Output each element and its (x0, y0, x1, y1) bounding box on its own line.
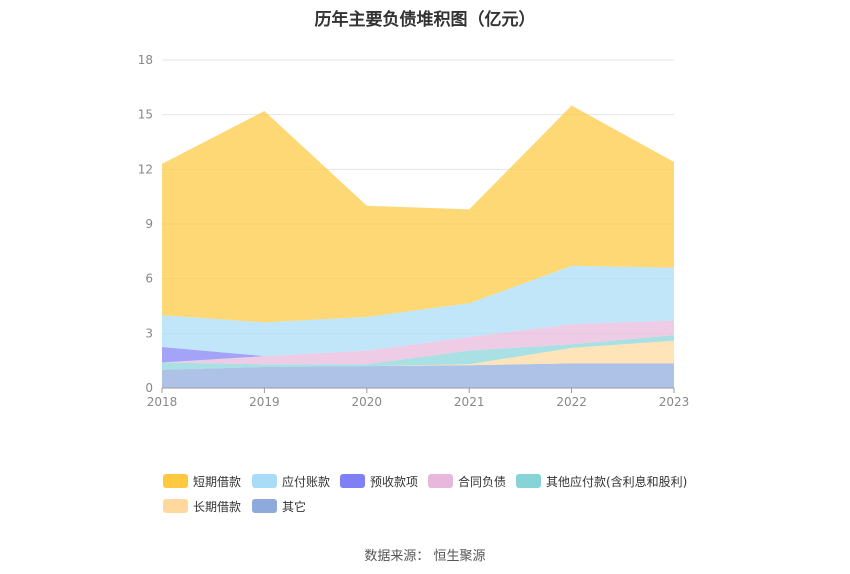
area-series-预收款项 (162, 320, 674, 363)
legend-swatch (340, 474, 365, 488)
legend-item[interactable]: 长期借款 (163, 497, 241, 515)
area-series-其它 (162, 363, 674, 388)
legend-swatch (428, 474, 453, 488)
legend-swatch (163, 499, 188, 513)
legend-item[interactable]: 预收款项 (340, 472, 418, 490)
legend-label: 短期借款 (193, 474, 242, 489)
legend-label: 预收款项 (370, 474, 419, 489)
area-series-其他应付款(含利息和股利) (162, 335, 674, 370)
legend-label: 应付账款 (282, 474, 331, 489)
y-tick-label: 9 (145, 217, 153, 231)
x-tick-label: 2023 (659, 395, 690, 409)
x-tick-label: 2020 (352, 395, 383, 409)
legend-swatch (516, 474, 541, 488)
y-tick-label: 12 (138, 162, 153, 176)
x-tick-label: 2022 (556, 395, 587, 409)
y-tick-label: 3 (145, 326, 153, 340)
area-series-短期借款 (162, 105, 674, 323)
legend-label: 其它 (282, 499, 307, 514)
x-tick-label: 2018 (147, 395, 178, 409)
legend-item[interactable]: 其它 (252, 497, 306, 515)
legend-swatch (252, 474, 277, 488)
legend-item[interactable]: 短期借款 (163, 472, 241, 490)
legend-item[interactable]: 合同负债 (428, 472, 506, 490)
x-tick-label: 2019 (249, 395, 280, 409)
chart-title: 历年主要负债堆积图（亿元） (314, 10, 536, 30)
legend-label: 长期借款 (193, 499, 242, 514)
legend-label: 其他应付款(含利息和股利) (546, 474, 688, 489)
area-series-合同负债 (162, 320, 674, 365)
x-tick-label: 2021 (454, 395, 485, 409)
y-tick-label: 15 (138, 108, 153, 122)
legend-item[interactable]: 应付账款 (252, 472, 330, 490)
axes: 0 3 6 9 12 15 18 2018 2019 2020 2021 2022 2023 (138, 53, 690, 409)
legend-label: 合同负债 (458, 474, 507, 489)
source-note: 数据来源： 恒生聚源 (364, 549, 486, 564)
legend-swatch (252, 499, 277, 513)
y-tick-label: 18 (138, 53, 153, 67)
legend-swatch (163, 474, 188, 488)
legend-item[interactable]: 其他应付款(含利息和股利) (516, 472, 687, 490)
area-series-长期借款 (162, 340, 674, 370)
y-tick-label: 6 (145, 272, 153, 286)
area-series (162, 105, 674, 388)
area-series-应付账款 (162, 265, 674, 357)
y-tick-label: 0 (145, 381, 153, 395)
